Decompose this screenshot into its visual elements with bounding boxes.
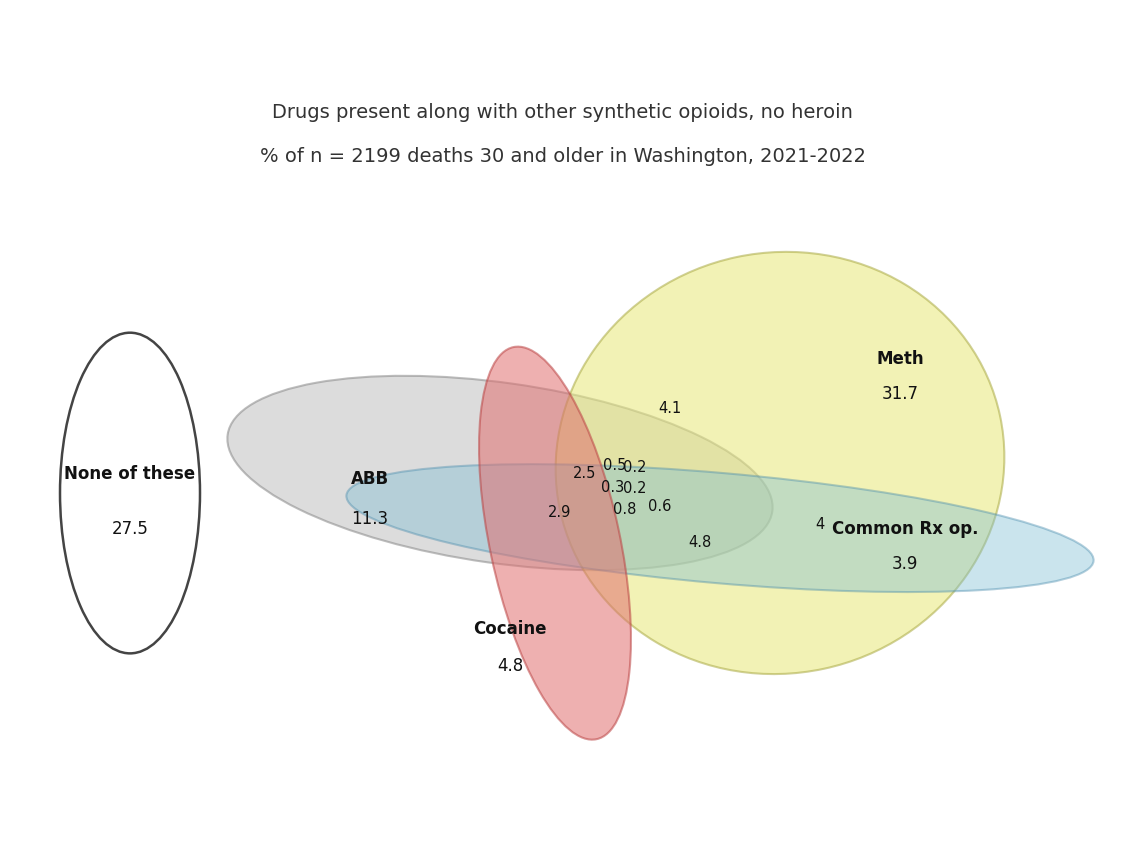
Text: 0.3: 0.3 [602,479,624,494]
Text: Meth: Meth [876,350,924,368]
Text: Cocaine: Cocaine [474,620,547,638]
Text: 4.8: 4.8 [688,534,712,549]
Text: Common Rx op.: Common Rx op. [831,519,979,537]
Text: 4.8: 4.8 [497,657,523,675]
Text: Drugs present along with other synthetic opioids, no heroin: Drugs present along with other synthetic… [272,103,853,122]
Text: 2.9: 2.9 [548,504,572,519]
Text: 27.5: 27.5 [111,519,148,537]
Text: None of these: None of these [64,464,196,482]
Text: 0.2: 0.2 [623,480,647,495]
Text: 4.1: 4.1 [658,401,682,416]
Ellipse shape [479,347,631,740]
Ellipse shape [227,376,773,571]
Text: 0.5: 0.5 [603,458,627,473]
Text: % of n = 2199 deaths 30 and older in Washington, 2021-2022: % of n = 2199 deaths 30 and older in Was… [260,146,865,165]
Text: 3.9: 3.9 [892,554,918,573]
Ellipse shape [556,252,1005,674]
Ellipse shape [346,465,1094,592]
Text: 2.5: 2.5 [574,466,596,481]
Text: 4: 4 [816,516,825,531]
Text: 11.3: 11.3 [351,510,388,528]
Text: 0.8: 0.8 [613,501,637,516]
Text: ABB: ABB [351,469,389,487]
Text: 0.6: 0.6 [648,498,672,513]
Text: 31.7: 31.7 [882,384,918,402]
Text: 0.2: 0.2 [623,460,647,475]
